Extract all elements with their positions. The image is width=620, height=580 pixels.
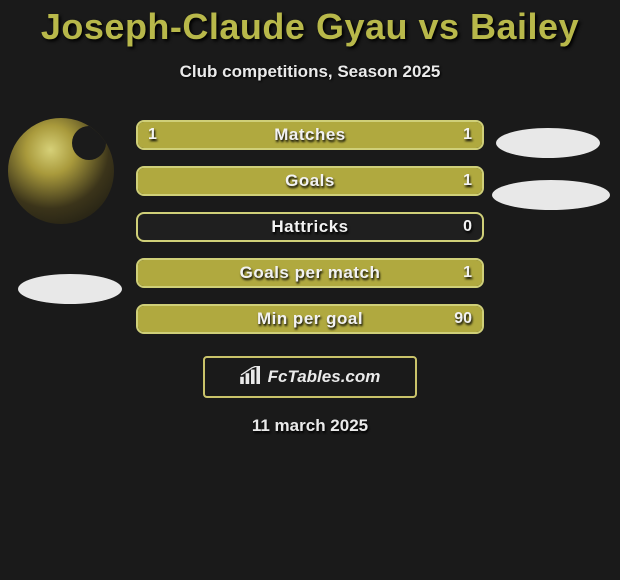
placeholder-oval-left <box>18 274 122 304</box>
brand-text: FcTables.com <box>268 367 381 387</box>
placeholder-oval-right-1 <box>496 128 600 158</box>
chart-icon <box>240 366 262 389</box>
stat-bars: 1Matches1Goals1Hattricks0Goals per match… <box>136 120 484 350</box>
stat-right-value: 1 <box>463 122 472 148</box>
stat-bar: Goals1 <box>136 166 484 196</box>
subtitle: Club competitions, Season 2025 <box>0 62 620 82</box>
stat-label: Matches <box>138 122 482 148</box>
stat-bar: 1Matches1 <box>136 120 484 150</box>
stat-right-value: 0 <box>463 214 472 240</box>
stat-bar: Hattricks0 <box>136 212 484 242</box>
date-text: 11 march 2025 <box>0 416 620 436</box>
page-title: Joseph-Claude Gyau vs Bailey <box>0 0 620 48</box>
stat-label: Goals <box>138 168 482 194</box>
stat-label: Min per goal <box>138 306 482 332</box>
stat-label: Goals per match <box>138 260 482 286</box>
stat-bar: Min per goal90 <box>136 304 484 334</box>
stat-right-value: 1 <box>463 168 472 194</box>
player-left-avatar <box>8 118 114 224</box>
placeholder-oval-right-2 <box>492 180 610 210</box>
brand-box: FcTables.com <box>203 356 417 398</box>
stat-right-value: 1 <box>463 260 472 286</box>
stat-label: Hattricks <box>138 214 482 240</box>
stat-bar: Goals per match1 <box>136 258 484 288</box>
stat-right-value: 90 <box>454 306 472 332</box>
